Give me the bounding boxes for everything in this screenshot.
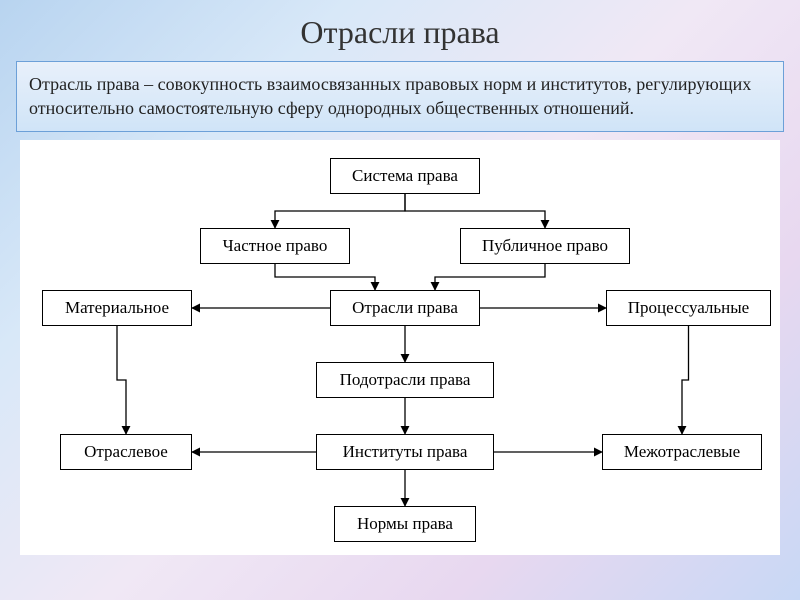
edge-sys-pub [405, 194, 545, 228]
edges-layer [20, 140, 780, 555]
edge-mat-otrasl [117, 326, 126, 434]
page-title: Отрасли права [0, 0, 800, 61]
diagram-canvas: Система праваЧастное правоПубличное прав… [20, 140, 780, 555]
edge-pub-otr [435, 264, 545, 290]
edge-proc-mezh [682, 326, 689, 434]
edge-priv-otr [275, 264, 375, 290]
definition-box: Отрасль права – совокупность взаимосвяза… [16, 61, 784, 132]
edge-sys-priv [275, 194, 405, 228]
